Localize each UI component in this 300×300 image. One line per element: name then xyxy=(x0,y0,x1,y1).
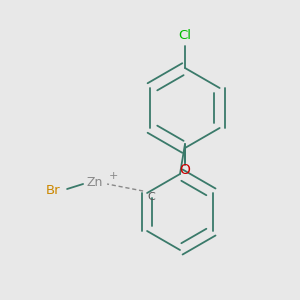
Text: O: O xyxy=(180,163,190,177)
Text: C: C xyxy=(147,192,155,202)
Text: Zn: Zn xyxy=(87,176,103,190)
Text: Br: Br xyxy=(46,184,60,197)
Text: +: + xyxy=(108,171,118,181)
Text: Cl: Cl xyxy=(178,29,191,42)
